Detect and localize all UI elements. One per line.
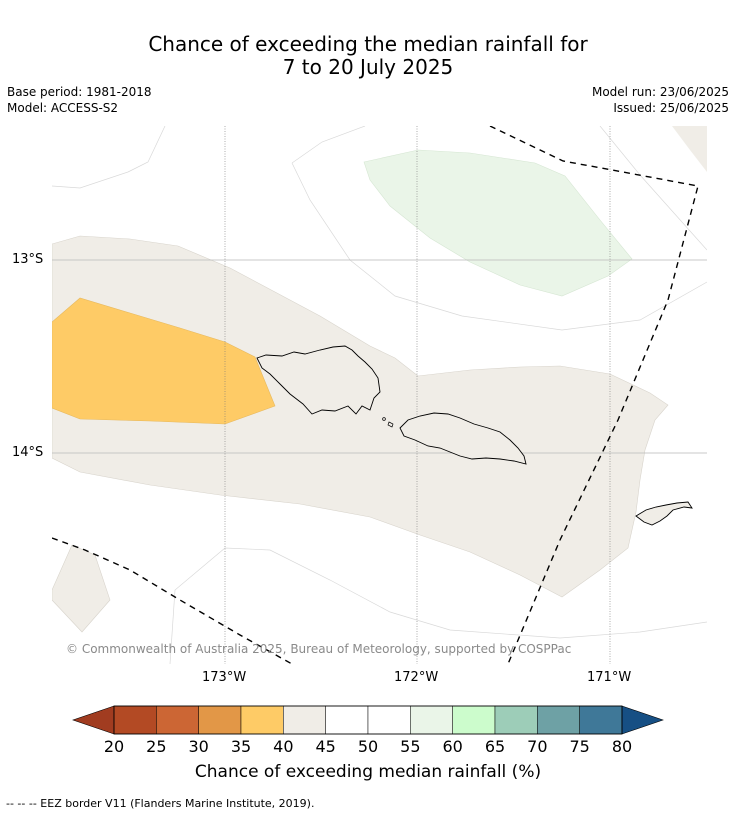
- lon-label-173w: 173°W: [202, 670, 247, 685]
- colorbar-tick-label: 80: [611, 737, 633, 756]
- savaii-island: [256, 345, 381, 415]
- eez-border: [52, 126, 699, 664]
- colorbar-tick-label: 30: [188, 737, 209, 756]
- colorbar-tick-label: 75: [569, 737, 590, 756]
- colorbar-swatch: [494, 705, 538, 735]
- colorbar-tick-label: 35: [230, 737, 252, 756]
- neutral-probability-region-corner: [672, 126, 707, 172]
- colorbar-swatch: [283, 705, 326, 735]
- upolu-island: [399, 412, 527, 465]
- colorbar-tick-label: 50: [357, 737, 379, 756]
- lon-label-171w: 171°W: [587, 670, 632, 685]
- neutral-probability-region: [52, 235, 669, 598]
- meridians: [224, 126, 611, 664]
- colorbar-swatches: [113, 705, 623, 735]
- colorbar-tick-label: 70: [527, 737, 548, 756]
- colorbar-tick-label: 60: [442, 737, 463, 756]
- colorbar-tick-label: 55: [400, 737, 421, 756]
- base-period-text: Base period: 1981-2018: [7, 85, 152, 99]
- colorbar-swatch: [156, 705, 199, 735]
- colorbar-swatch: [240, 705, 284, 735]
- colorbar-swatch: [410, 705, 453, 735]
- colorbar-swatch: [537, 705, 580, 735]
- neutral-probability-region-small: [52, 544, 111, 633]
- tutuila-island: [635, 501, 693, 526]
- colorbar-swatch: [198, 705, 242, 735]
- colorbar-tick-label: 45: [315, 737, 336, 756]
- colorbar-tick-label: 25: [146, 737, 167, 756]
- colorbar-tick-label: 20: [103, 737, 125, 756]
- map-title-line1: Chance of exceeding the median rainfall …: [148, 32, 588, 56]
- issued-text: Issued: 25/06/2025: [613, 101, 729, 115]
- dry-probability-region: [52, 297, 276, 425]
- map-area: [52, 126, 707, 664]
- colorbar-arrow-low: [72, 705, 115, 735]
- lat-label-13s: 13°S: [12, 252, 44, 267]
- colorbar-title: Chance of exceeding median rainfall (%): [194, 762, 542, 782]
- graticule: [52, 259, 707, 454]
- copyright-credit: © Commonwealth of Australia 2025, Bureau…: [66, 642, 572, 656]
- eez-footnote: -- -- -- EEZ border V11 (Flanders Marine…: [6, 797, 315, 810]
- lat-label-14s: 14°S: [12, 445, 44, 460]
- colorbar-swatch: [367, 705, 411, 735]
- colorbar-arrow-high: [621, 705, 664, 735]
- map-title-line2: 7 to 20 July 2025: [282, 55, 454, 79]
- model-text: Model: ACCESS-S2: [7, 101, 119, 115]
- colorbar-swatch: [579, 705, 623, 735]
- lon-label-172w: 172°W: [394, 670, 439, 685]
- colorbar-tick-label: 40: [273, 737, 294, 756]
- model-run-text: Model run: 23/06/2025: [591, 85, 729, 99]
- colorbar-swatch: [452, 705, 496, 735]
- colorbar: [72, 705, 664, 735]
- colorbar-swatch: [325, 705, 369, 735]
- wet-probability-region: [363, 149, 633, 297]
- colorbar-tick-label: 65: [484, 737, 506, 756]
- colorbar-swatch: [113, 705, 157, 735]
